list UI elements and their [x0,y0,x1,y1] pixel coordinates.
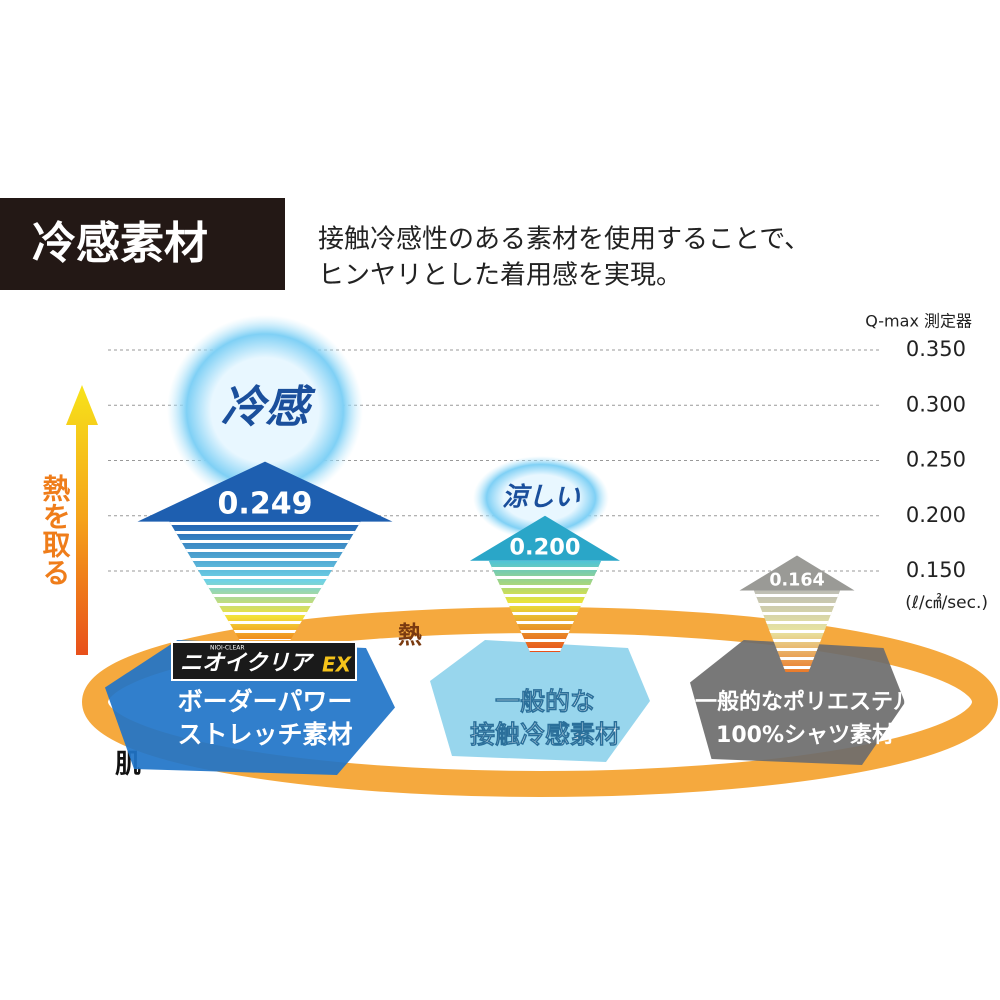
category-label: ストレッチ素材 [177,720,352,749]
glow [473,456,609,540]
brand-small: NIOI-CLEAR [210,645,245,652]
axis-label: Q-max 測定器 [865,312,972,331]
y-tick-label: 0.300 [906,392,966,416]
badge-label: 冷感 [221,382,316,433]
brand-suffix: EX [322,653,353,677]
arrow-stripes [488,560,602,652]
title: 冷感素材 [32,218,208,269]
y-tick-label: 0.150 [906,558,966,582]
value-label: 0.249 [218,486,313,521]
fabric-swatch [430,640,650,762]
arrow-head [137,461,393,522]
heat-label: 熱 [398,621,422,649]
description: ヒンヤリとした着用感を実現。 [318,261,682,291]
up-arrow [66,385,98,655]
title-box [0,198,285,290]
y-tick-label: 0.350 [906,337,966,361]
arrow-stripes [753,590,841,672]
fabric-swatch [690,640,905,765]
category-label: ボーダーパワー [178,687,353,716]
arrow-head [470,515,620,561]
arrow-stripes [169,521,361,640]
brand-name: ニオイクリア [180,651,315,676]
badge-label: 涼しい [502,483,581,513]
category-label: 一般的なポリエステル [695,689,915,715]
description: 接触冷感性のある素材を使用することで、 [318,225,810,255]
unit-label: (ℓ/㎠/sec.) [905,593,988,613]
category-label: 一般的な [495,687,595,716]
value-label: 0.164 [769,571,824,591]
brand-box [171,641,357,681]
value-label: 0.200 [509,535,580,561]
y-tick-label: 0.200 [906,503,966,527]
arrow-head [739,555,855,591]
category-label: 100%シャツ素材 [716,722,894,748]
y-tick-label: 0.250 [906,448,966,472]
glow [167,315,363,505]
category-label: 接触冷感素材 [470,720,620,749]
side-label: 熱を取る [39,474,72,586]
